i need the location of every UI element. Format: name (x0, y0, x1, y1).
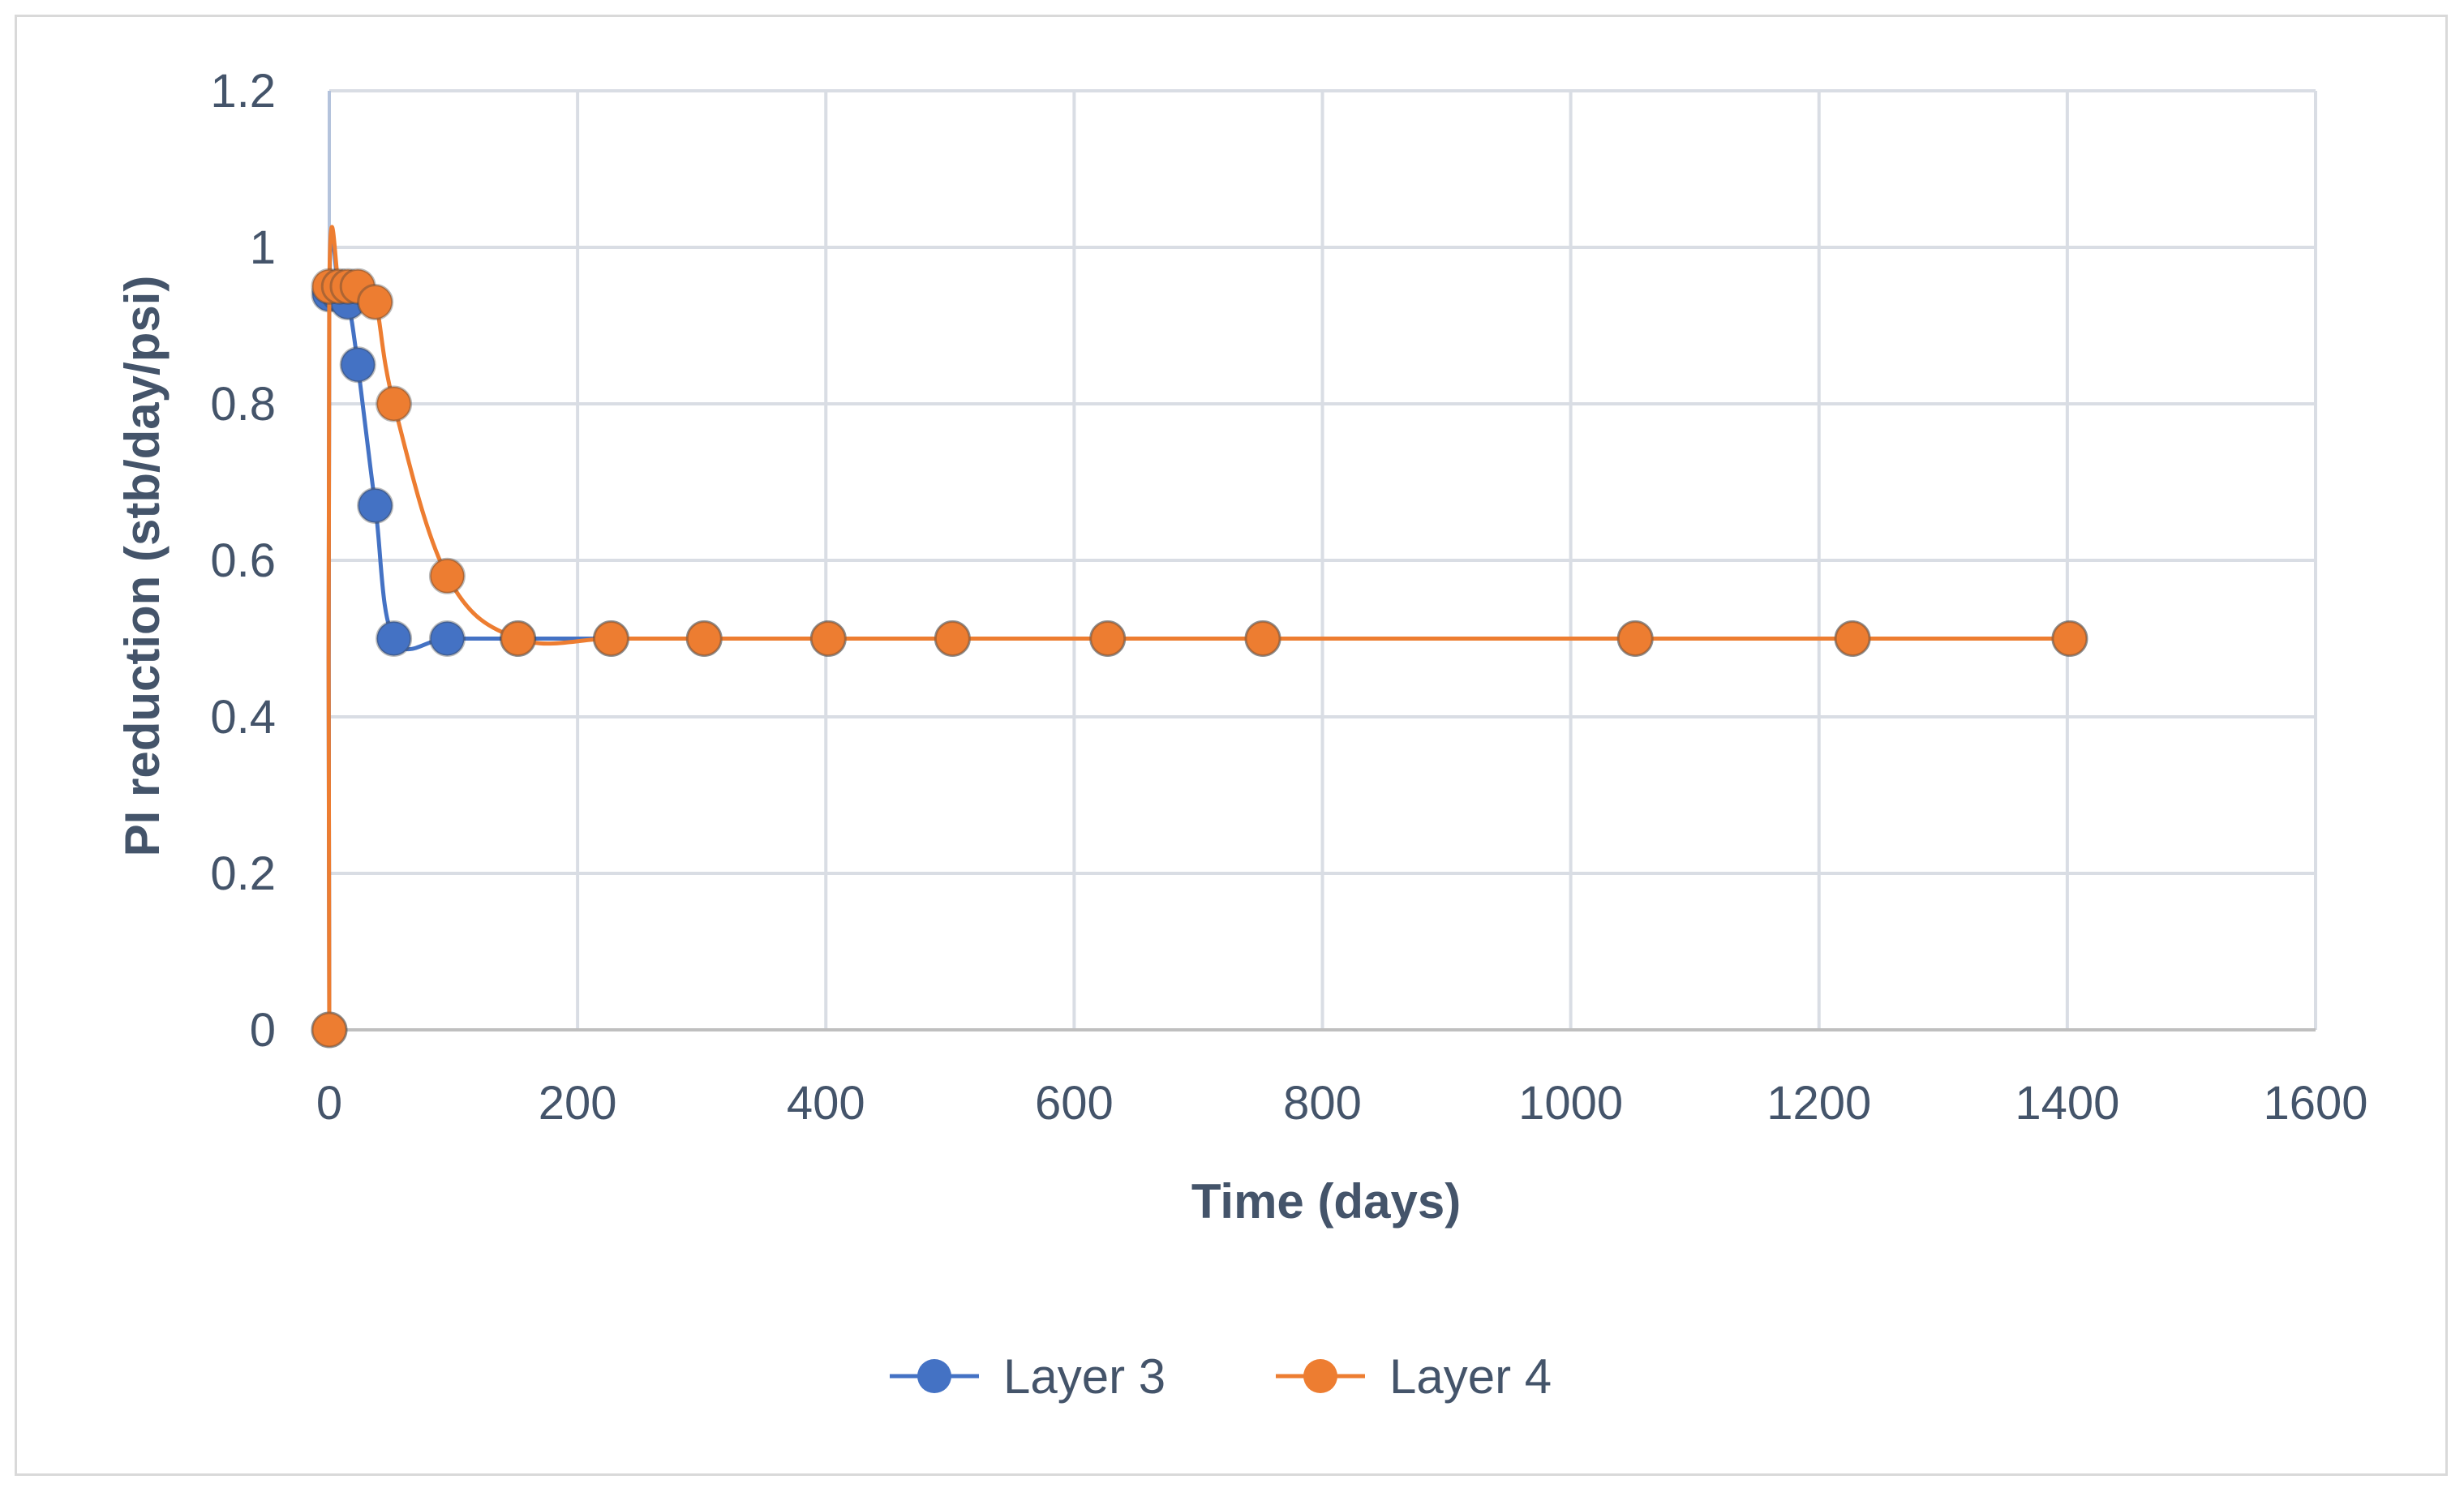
data-point (357, 487, 394, 524)
gridlines (329, 89, 2317, 1030)
data-point (934, 620, 971, 657)
y-tick-label: 0.4 (210, 691, 276, 744)
legend: Layer 3 Layer 4 (890, 1349, 1552, 1404)
tick-labels: 0 200 400 600 800 1000 1200 1400 1600 0 0.2 0.4 0.6 0… (210, 65, 2367, 1130)
data-point (685, 620, 723, 657)
data-point (339, 346, 376, 384)
legend-marker (1303, 1359, 1337, 1393)
data-point (2051, 620, 2088, 657)
legend-label: Layer 4 (1389, 1349, 1552, 1404)
series (311, 225, 2088, 1049)
x-tick-label: 200 (539, 1077, 617, 1130)
data-point (376, 620, 413, 657)
y-tick-label: 0.6 (210, 534, 276, 587)
series-line (326, 225, 2070, 1031)
data-point (592, 620, 629, 657)
y-tick-label: 0.8 (210, 378, 276, 431)
data-point (1616, 620, 1654, 657)
y-tick-label: 0 (250, 1004, 276, 1057)
x-tick-label: 1600 (2263, 1077, 2367, 1130)
x-tick-label: 1400 (2015, 1077, 2119, 1130)
x-tick-label: 0 (316, 1077, 342, 1130)
data-point (809, 620, 847, 657)
data-point (376, 385, 413, 422)
x-tick-label: 1000 (1518, 1077, 1623, 1130)
data-point (1089, 620, 1127, 657)
x-tick-label: 1200 (1766, 1077, 1871, 1130)
y-tick-label: 1.2 (210, 65, 276, 118)
y-axis-title: PI reduction (stb/day/psi) (115, 276, 170, 857)
y-tick-label: 1 (250, 221, 276, 274)
series-line (326, 233, 2070, 1031)
series-layer-4 (311, 225, 2088, 1049)
legend-marker (917, 1359, 951, 1393)
data-point (428, 620, 466, 657)
data-point (311, 1011, 348, 1049)
data-point (1244, 620, 1281, 657)
data-point (1834, 620, 1871, 657)
x-axis-title: Time (days) (1191, 1174, 1461, 1229)
x-tick-label: 800 (1283, 1077, 1362, 1130)
x-tick-label: 600 (1035, 1077, 1114, 1130)
x-tick-label: 400 (787, 1077, 865, 1130)
chart-frame (15, 15, 2448, 1476)
data-point (357, 284, 394, 321)
legend-item: Layer 4 (1276, 1349, 1552, 1404)
legend-label: Layer 3 (1003, 1349, 1165, 1404)
data-point (500, 620, 537, 657)
data-point (428, 557, 466, 594)
legend-item: Layer 3 (890, 1349, 1165, 1404)
y-tick-label: 0.2 (210, 847, 276, 900)
